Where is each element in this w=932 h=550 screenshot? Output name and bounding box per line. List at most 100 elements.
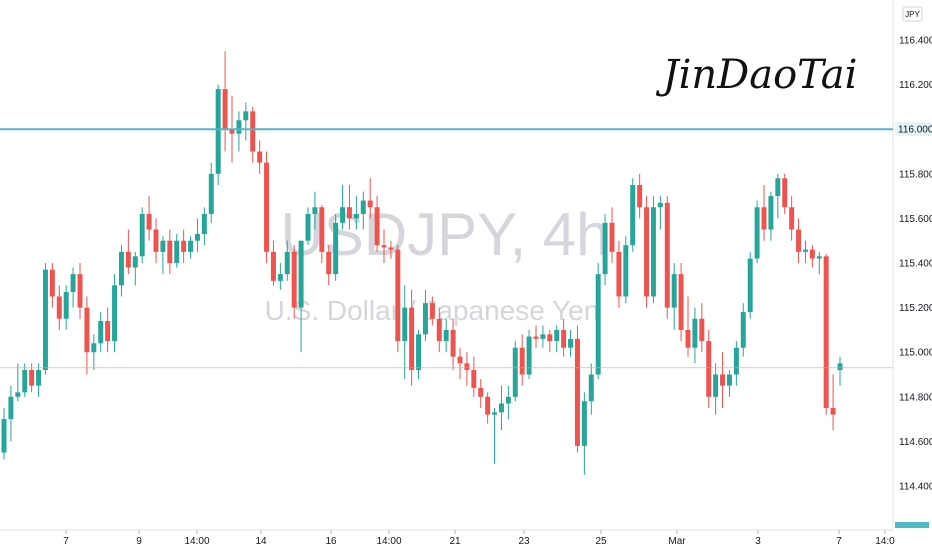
candle xyxy=(471,356,477,397)
candle-body xyxy=(561,329,567,348)
candle-body xyxy=(215,89,221,174)
candle-body xyxy=(1,419,7,453)
candle xyxy=(775,173,781,219)
candle xyxy=(429,296,435,326)
candle-body xyxy=(222,89,228,130)
x-tick-label: 7 xyxy=(836,536,842,547)
candle-body xyxy=(22,370,28,393)
candle-body xyxy=(623,245,629,297)
candle xyxy=(823,254,829,415)
candle-body xyxy=(422,303,428,335)
candle xyxy=(512,341,518,402)
candle-body xyxy=(761,207,767,230)
candle xyxy=(388,240,394,259)
currency-label: JPY xyxy=(905,10,920,19)
candle xyxy=(623,236,629,304)
candle xyxy=(568,329,574,357)
candle-body xyxy=(77,274,83,308)
horizontal-line-label-bg xyxy=(895,122,931,137)
candle xyxy=(305,207,311,246)
candle-body xyxy=(250,111,256,152)
candle xyxy=(118,245,124,297)
candle-body xyxy=(181,240,187,252)
candle-body xyxy=(471,370,477,388)
candle-body xyxy=(837,363,843,371)
candle xyxy=(609,207,615,263)
candle xyxy=(291,245,297,319)
candle xyxy=(450,318,456,371)
candle-body xyxy=(298,240,304,308)
candle-body xyxy=(581,401,587,446)
price-axis-scrollbar[interactable] xyxy=(895,522,929,528)
x-tick-label: 9 xyxy=(136,536,142,547)
x-tick-label: 14:0 xyxy=(875,536,895,547)
candle-body xyxy=(637,184,643,208)
candle xyxy=(464,352,470,386)
candle xyxy=(139,207,145,263)
candle xyxy=(112,274,118,353)
candle-body xyxy=(768,196,774,230)
candle xyxy=(84,296,90,375)
y-tick-label: 115.200 xyxy=(899,303,932,314)
candle xyxy=(443,318,449,353)
candle xyxy=(422,289,428,342)
candle xyxy=(526,329,532,379)
candle xyxy=(250,106,256,163)
candle-body xyxy=(291,251,297,308)
candle xyxy=(174,234,180,268)
candle-body xyxy=(139,213,145,257)
candle-body xyxy=(796,229,802,252)
candle-body xyxy=(188,240,194,252)
candle xyxy=(222,51,228,152)
candle xyxy=(91,334,97,371)
candle-body xyxy=(160,240,166,252)
candle xyxy=(188,236,194,259)
candle-body xyxy=(194,234,200,241)
candle-body xyxy=(595,274,601,375)
candle xyxy=(519,334,525,386)
candle-body xyxy=(429,303,435,319)
candle-body xyxy=(167,240,173,263)
candle-body xyxy=(630,184,636,246)
candle xyxy=(36,363,42,397)
y-tick-label: 116.200 xyxy=(899,80,932,91)
x-tick-label: 14 xyxy=(255,536,267,547)
candle-body xyxy=(816,256,822,259)
price-axis-panel[interactable] xyxy=(893,0,932,530)
x-tick-label: 3 xyxy=(755,536,761,547)
candles-layer xyxy=(1,51,843,475)
candle xyxy=(802,240,808,263)
candle-body xyxy=(229,129,235,134)
candle-body xyxy=(374,207,380,246)
candle xyxy=(63,285,69,330)
candle xyxy=(284,240,290,281)
candle-body xyxy=(416,334,422,371)
candle-body xyxy=(105,320,111,342)
candle xyxy=(333,213,339,281)
candle xyxy=(657,196,663,230)
candle-body xyxy=(802,249,808,252)
candle xyxy=(498,385,504,431)
x-tick-label: 16 xyxy=(325,536,337,547)
candle-body xyxy=(98,320,104,344)
candle-body xyxy=(492,412,498,415)
candle-body xyxy=(588,374,594,402)
candle-body xyxy=(443,329,449,342)
candle xyxy=(733,341,739,386)
candle-body xyxy=(112,285,118,342)
candle xyxy=(29,363,35,393)
candle xyxy=(485,392,491,424)
candle-body xyxy=(692,318,698,348)
candle-body xyxy=(650,207,656,297)
candle-body xyxy=(395,249,401,342)
candle-body xyxy=(146,213,152,230)
candle-body xyxy=(498,403,504,413)
candle xyxy=(146,196,152,241)
candle xyxy=(105,307,111,353)
candle-body xyxy=(8,396,14,420)
candle xyxy=(70,267,76,308)
candle-body xyxy=(201,213,207,235)
candle xyxy=(789,196,795,241)
candle xyxy=(616,240,622,308)
